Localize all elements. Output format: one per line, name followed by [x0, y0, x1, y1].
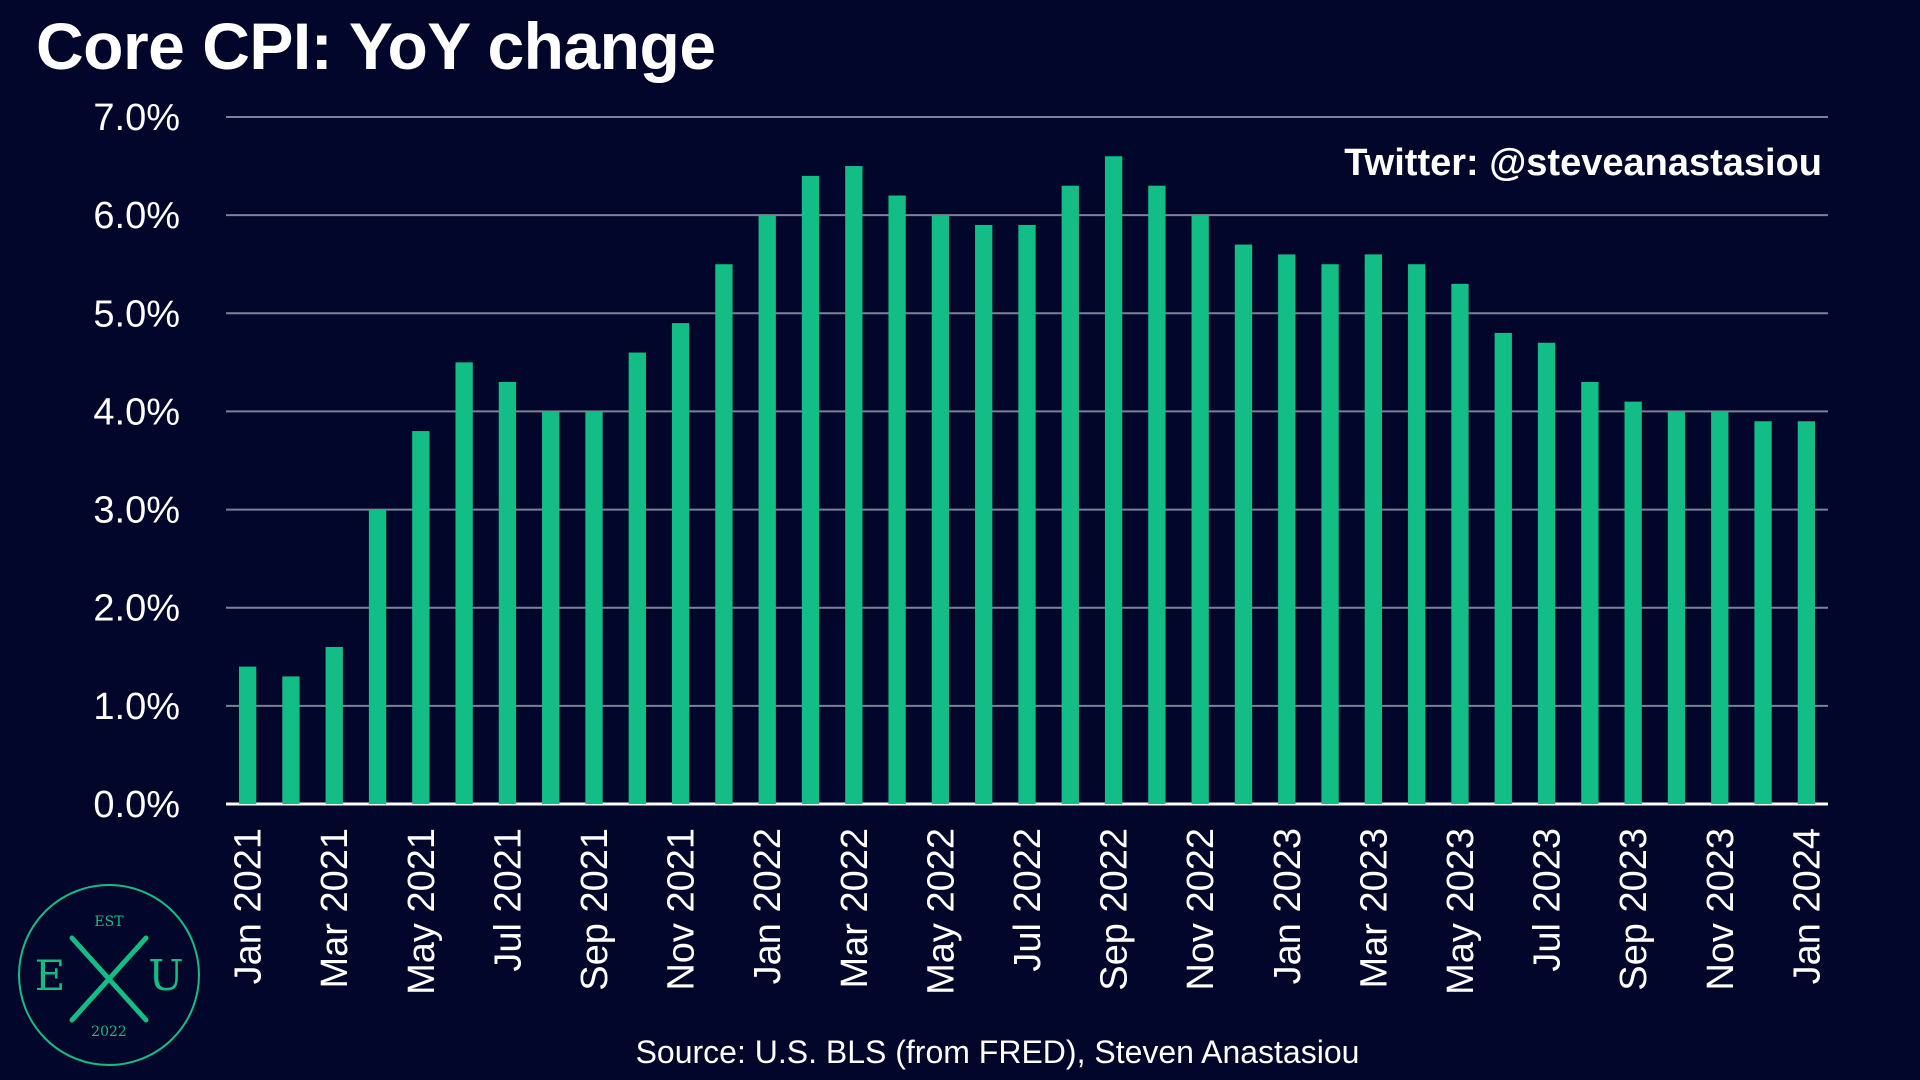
y-tick-label: 5.0% — [93, 293, 180, 335]
logo-ring-icon — [18, 884, 200, 1066]
bar — [888, 195, 906, 804]
x-tick-label: Jan 2023 — [1267, 828, 1309, 984]
x-tick-label: May 2023 — [1440, 828, 1482, 995]
bar — [975, 224, 993, 804]
x-tick-label: Sep 2021 — [574, 828, 616, 991]
y-tick-label: 0.0% — [93, 784, 180, 826]
bar — [1408, 264, 1426, 804]
x-tick-label: Jul 2021 — [487, 828, 529, 972]
bar — [1667, 411, 1686, 804]
y-tick-label: 7.0% — [93, 97, 180, 139]
exu-logo: EST E U 2022 — [18, 884, 200, 1066]
x-tick-label: Nov 2021 — [661, 828, 703, 991]
bar — [801, 175, 820, 804]
x-tick-label: Jan 2024 — [1786, 828, 1828, 984]
bar — [1148, 185, 1166, 804]
bar — [542, 411, 560, 804]
bars — [238, 156, 1816, 805]
bar — [1797, 421, 1816, 804]
x-tick-label: Sep 2023 — [1613, 828, 1655, 991]
bar — [1234, 244, 1253, 805]
bar — [1451, 283, 1469, 804]
bar — [1754, 421, 1772, 804]
bar — [1061, 185, 1079, 804]
y-tick-label: 2.0% — [93, 588, 180, 630]
bar — [758, 215, 776, 805]
logo-cross-icon — [69, 935, 149, 1023]
x-tick-label: Jul 2022 — [1007, 828, 1049, 972]
bar — [1494, 332, 1512, 804]
bar — [845, 166, 863, 805]
logo-bottom-text: 2022 — [91, 1024, 127, 1040]
bar — [931, 215, 950, 805]
bar — [368, 509, 387, 804]
x-tick-label: Mar 2022 — [834, 828, 876, 989]
x-tick-label: May 2021 — [401, 828, 443, 995]
x-axis-ticks: Jan 2021 Mar 2021 May 2021 Jul 2021 Sep 2021… — [228, 828, 1829, 995]
logo-top-text: EST — [94, 914, 124, 930]
bar — [1018, 224, 1036, 804]
x-tick-label: Nov 2022 — [1180, 828, 1222, 991]
chart-title: Core CPI: YoY change — [36, 9, 716, 83]
x-tick-label: Jan 2022 — [747, 828, 789, 984]
bar — [1191, 215, 1209, 805]
bar — [585, 411, 603, 804]
x-tick-label: Jul 2023 — [1527, 828, 1569, 972]
bar — [1624, 401, 1642, 804]
y-tick-label: 4.0% — [93, 391, 180, 433]
bar — [1104, 156, 1123, 804]
bar — [455, 362, 473, 804]
x-tick-label: Mar 2023 — [1353, 828, 1395, 989]
bar — [282, 676, 300, 804]
logo-letter-left: E — [35, 951, 66, 1000]
bar — [325, 646, 343, 804]
twitter-credit: Twitter: @steveanastasiou — [1344, 142, 1822, 184]
x-tick-label: Mar 2021 — [314, 828, 356, 989]
y-tick-label: 3.0% — [93, 490, 180, 532]
x-tick-label: Sep 2022 — [1094, 828, 1136, 991]
bar — [1537, 342, 1556, 804]
y-axis-ticks: 0.0% 1.0% 2.0% 3.0% 4.0% 5.0% 6.0% 7.0% — [93, 97, 180, 826]
bar — [628, 352, 646, 804]
bar — [671, 323, 690, 804]
x-tick-label: Jan 2021 — [228, 828, 270, 984]
y-tick-label: 6.0% — [93, 195, 180, 237]
bar — [1711, 411, 1729, 804]
bar — [1278, 254, 1296, 804]
bar — [238, 666, 257, 804]
source-note: Source: U.S. BLS (from FRED), Steven Ana… — [635, 1034, 1360, 1070]
logo-letter-right: U — [148, 951, 183, 1000]
y-tick-label: 1.0% — [93, 686, 180, 728]
bar — [412, 431, 430, 804]
bar — [715, 264, 733, 804]
bar — [498, 381, 517, 804]
bar — [1321, 264, 1339, 804]
bar — [1581, 381, 1599, 804]
x-tick-label: Nov 2023 — [1700, 828, 1742, 991]
bar — [1364, 254, 1383, 804]
x-tick-label: May 2022 — [920, 828, 962, 995]
